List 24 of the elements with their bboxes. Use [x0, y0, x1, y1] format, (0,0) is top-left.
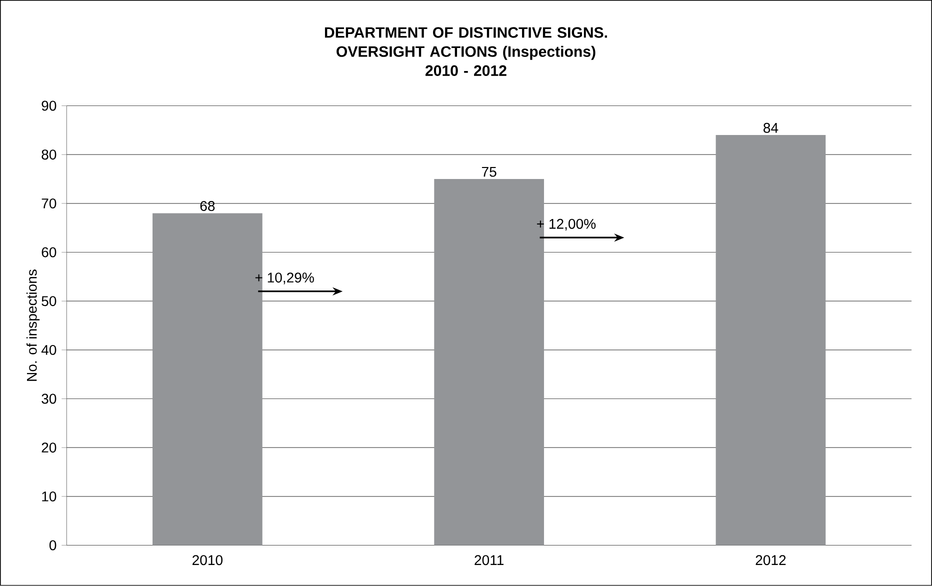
- y-tick-label: 40: [41, 345, 56, 355]
- y-tick-label: 70: [42, 198, 56, 208]
- y-tick-label: 50: [42, 296, 56, 306]
- x-tick-label: 2010: [192, 555, 223, 566]
- chart-title: DEPARTMENT OF DISTINCTIVE SIGNS. OVERSIGHT ACTIONS (Inspections): [324, 27, 607, 60]
- data-label: 68: [200, 201, 215, 212]
- y-tick-label: 90: [42, 100, 56, 111]
- y-tick-label: 80: [42, 150, 56, 160]
- x-tick-label: 2012: [756, 555, 786, 566]
- chart-subtitle: 2010 - 2012: [426, 65, 506, 76]
- annotation: + 12,00%: [537, 219, 596, 231]
- data-label: 84: [764, 122, 778, 133]
- y-axis-title: No. of inspections: [26, 270, 40, 381]
- y-tick-label: 30: [42, 394, 56, 404]
- y-tick-label: 20: [42, 442, 56, 453]
- y-tick-label: 0: [49, 540, 56, 550]
- bar: [716, 135, 826, 546]
- y-tick-label: 60: [42, 247, 56, 258]
- data-label: 75: [482, 167, 496, 177]
- bar: [434, 179, 544, 546]
- y-tick-label: 10: [42, 492, 56, 502]
- bar: [152, 213, 262, 546]
- annotation: + 10,29%: [255, 272, 314, 284]
- x-tick-label: 2011: [474, 555, 504, 566]
